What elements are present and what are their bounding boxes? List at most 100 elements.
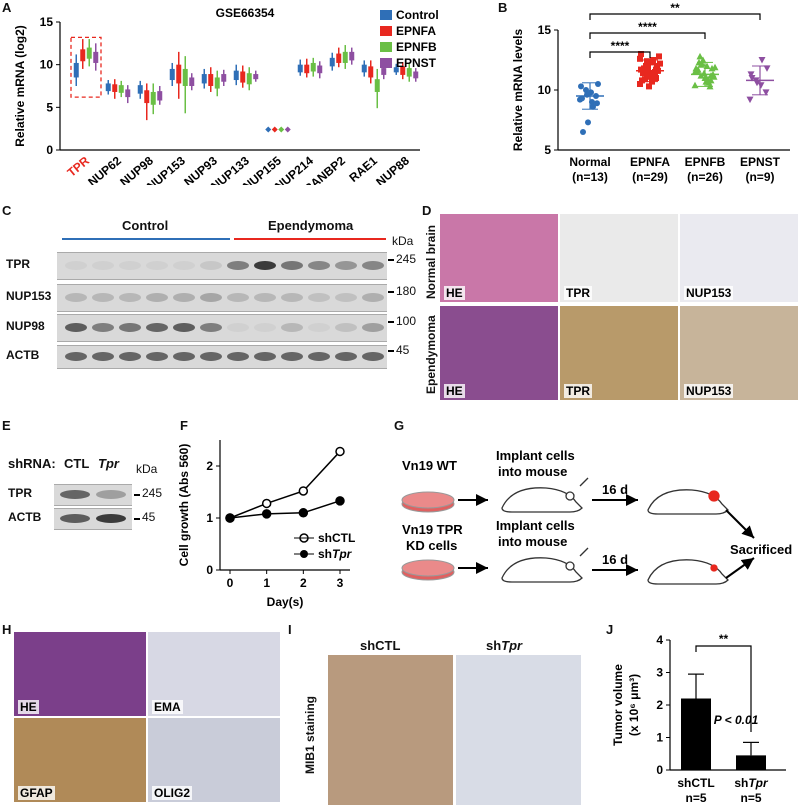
wb-marker-180: 180	[396, 284, 417, 298]
col-shtpr: shTpr	[486, 638, 523, 653]
chart-a-ytick-label: 15	[40, 15, 54, 29]
box-epnfb-nup153	[182, 68, 188, 86]
label-16d-2: 16 d	[602, 552, 628, 567]
mib1-staining-label: MIB1 staining	[303, 696, 317, 775]
panel-label-b: B	[498, 0, 508, 15]
box-epnfa-nup88	[400, 66, 406, 75]
chart-j-xtick-shtpr: shTpr	[734, 776, 769, 790]
shrna-label: shRNA:	[8, 456, 56, 471]
band	[146, 323, 168, 332]
panel-label-i: I	[288, 622, 292, 637]
band	[146, 261, 168, 270]
band	[281, 323, 303, 332]
point-epnst	[763, 65, 771, 72]
chart-f-ytick-label: 0	[206, 563, 213, 577]
band	[254, 352, 276, 361]
band	[146, 293, 168, 302]
panel-label-g: G	[394, 418, 405, 433]
significance-label: **	[670, 1, 680, 15]
significance-bracket	[695, 645, 752, 732]
band	[92, 352, 114, 361]
box-epnfa-nup62	[112, 84, 118, 92]
point-epnfa	[656, 53, 662, 60]
wb-label-actb: ACTB	[6, 348, 40, 362]
box-control-nup133	[233, 70, 239, 81]
legend-label-control: Control	[396, 8, 439, 22]
box-control-nup153	[169, 68, 175, 81]
wb-e-row-actb	[54, 508, 132, 530]
stain-label-olig2: OLIG2	[152, 786, 193, 800]
band	[281, 293, 303, 302]
band	[200, 293, 222, 302]
row-label-normal-brain: Normal brain	[424, 225, 438, 300]
histology-image-normal-nup153: NUP153	[680, 214, 798, 302]
stain-label-ema: EMA	[152, 700, 183, 714]
chart-b-ytick-label: 5	[544, 143, 551, 157]
point-epnfb	[700, 69, 708, 77]
chart-f-xtick-label: 0	[227, 576, 234, 590]
chart-a-ytick-label: 10	[40, 58, 54, 72]
chart-b-xtick-label: EPNFA	[630, 155, 670, 169]
dish-wt	[401, 491, 455, 513]
box-epnfb-rae1	[374, 79, 380, 92]
control-group-line	[62, 238, 230, 240]
band	[119, 323, 141, 332]
point-epnst	[747, 71, 755, 78]
box-control-nup93	[201, 74, 207, 84]
point-epnfb	[692, 64, 700, 72]
chart-j-ytick-label: 4	[656, 633, 663, 647]
box-epnfb-nup93	[214, 77, 220, 89]
legend-label-epnfb: EPNFB	[396, 40, 437, 54]
legend-label-shctl: shCTL	[318, 531, 355, 545]
band	[92, 261, 114, 270]
point-epnfb	[711, 63, 719, 71]
point-normal	[579, 95, 585, 102]
legend-label-epnfa: EPNFA	[396, 24, 436, 38]
box-epnfa-nup214	[304, 64, 310, 74]
chart-j-ylabel-unit: (x 10⁶ μm³)	[627, 674, 641, 736]
box-epnfb-nup214	[310, 62, 316, 72]
legend-swatch-epnfb	[380, 42, 392, 52]
chart-b-xtick-count: (n=29)	[632, 170, 668, 184]
lane-tpr: Tpr	[98, 456, 119, 471]
band	[146, 352, 168, 361]
chart-b-scatter: 5 10 15 Relative mRNA levels Normal(n=13) EPN…	[511, 1, 790, 184]
band	[362, 352, 384, 361]
chart-f-ylabel: Cell growth (Abs 560)	[177, 444, 191, 567]
chart-f-xlabel: Day(s)	[267, 595, 304, 609]
marker-tick	[134, 494, 140, 496]
stain-label-tpr: TPR	[564, 384, 592, 398]
wb-kda-label: kDa	[392, 234, 414, 248]
band	[65, 352, 87, 361]
point-epnst	[746, 96, 754, 104]
band	[96, 490, 126, 499]
label-sacrificed: Sacrificed	[730, 542, 792, 557]
box-epnfa-tpr	[80, 49, 86, 62]
chart-b-xtick-label: EPNFB	[685, 155, 726, 169]
histology-image-ema: EMA	[148, 632, 280, 716]
box-control-tpr	[73, 62, 79, 78]
band	[65, 293, 87, 302]
label-vn19-tpr: Vn19 TPR	[402, 522, 463, 537]
box-epnst-tpr	[93, 51, 99, 63]
band	[227, 261, 249, 270]
marker-tick	[134, 518, 140, 520]
band	[362, 261, 384, 270]
band	[119, 352, 141, 361]
chart-a-ylabel: Relative mRNA (log2)	[13, 25, 27, 147]
label-implant-2: Implant cells	[496, 518, 575, 533]
wb-marker-245: 245	[396, 252, 417, 266]
chart-b-xtick-count: (n=13)	[572, 170, 608, 184]
chart-f-xtick-label: 3	[337, 576, 344, 590]
box-epnfb-nup98	[150, 91, 156, 105]
chart-f-xtick-label: 1	[263, 576, 270, 590]
box-epnfa-nup93	[208, 74, 214, 86]
histology-image-gfap: GFAP	[14, 718, 146, 802]
wb-row-nup153	[57, 284, 387, 312]
box-epnfb-ranbp2	[342, 51, 348, 63]
band	[173, 261, 195, 270]
box-epnst-nup62	[125, 89, 131, 98]
significance-bracket	[589, 51, 651, 58]
